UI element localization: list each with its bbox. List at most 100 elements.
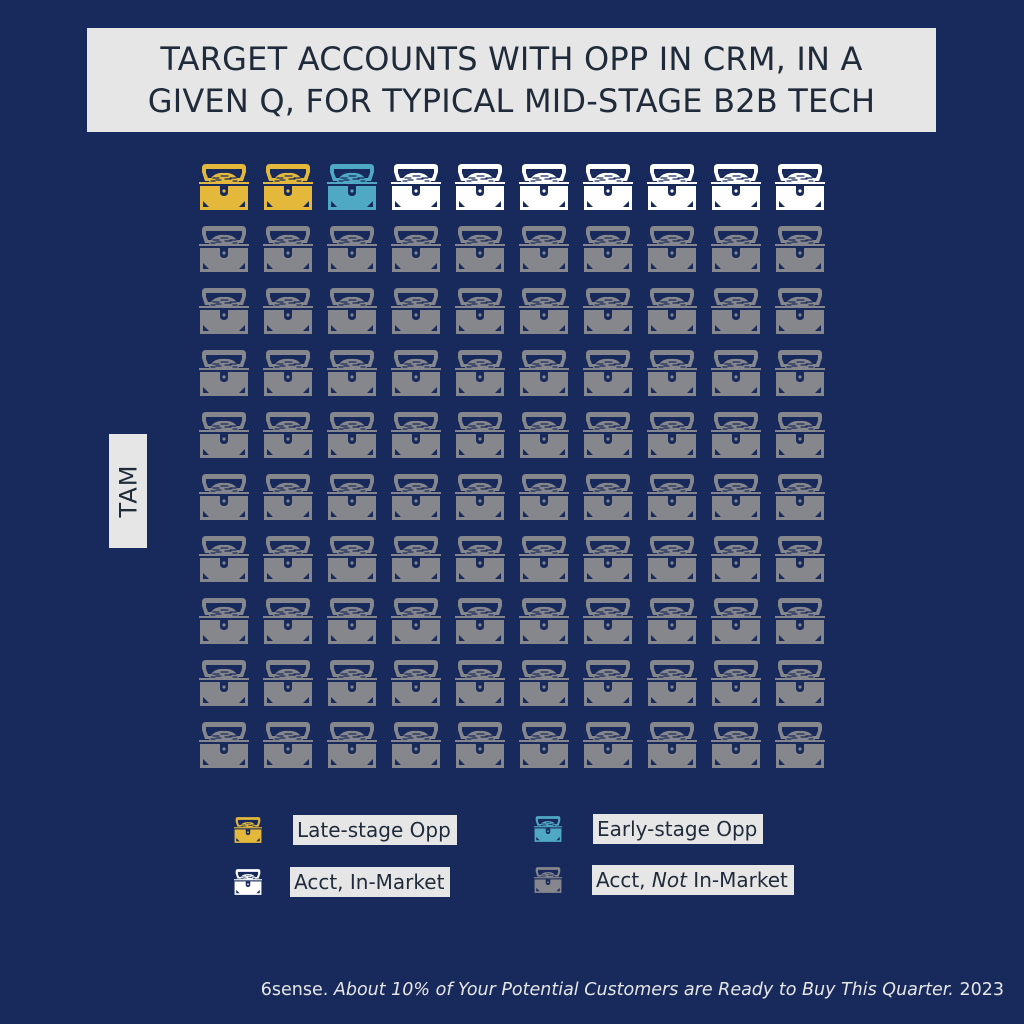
treasure-chest-icon bbox=[455, 164, 505, 210]
treasure-chest-icon bbox=[455, 226, 505, 272]
treasure-chest-icon bbox=[199, 536, 249, 582]
waffle-grid bbox=[199, 164, 825, 768]
treasure-chest-icon bbox=[327, 350, 377, 396]
treasure-chest-icon bbox=[199, 474, 249, 520]
treasure-chest-icon bbox=[583, 598, 633, 644]
treasure-chest-icon bbox=[775, 226, 825, 272]
treasure-chest-icon bbox=[711, 226, 761, 272]
source-org: 6sense. bbox=[260, 980, 329, 1000]
treasure-chest-icon bbox=[711, 288, 761, 334]
treasure-chest-icon bbox=[647, 536, 697, 582]
treasure-chest-icon bbox=[263, 660, 313, 706]
treasure-chest-icon bbox=[647, 288, 697, 334]
treasure-chest-icon bbox=[455, 598, 505, 644]
treasure-chest-icon bbox=[583, 164, 633, 210]
treasure-chest-icon bbox=[327, 598, 377, 644]
legend-label-in-market: Acct, In-Market bbox=[290, 867, 451, 897]
treasure-chest-icon bbox=[327, 660, 377, 706]
treasure-chest-icon bbox=[391, 598, 441, 644]
treasure-chest-icon bbox=[519, 226, 569, 272]
treasure-chest-icon bbox=[391, 412, 441, 458]
treasure-chest-icon bbox=[327, 164, 377, 210]
treasure-chest-icon bbox=[199, 288, 249, 334]
source-citation: 6sense. About 10% of Your Potential Cust… bbox=[261, 980, 1004, 1000]
treasure-chest-icon bbox=[327, 536, 377, 582]
treasure-chest-icon bbox=[534, 816, 562, 842]
treasure-chest-icon bbox=[775, 412, 825, 458]
treasure-chest-icon bbox=[775, 536, 825, 582]
treasure-chest-icon bbox=[263, 536, 313, 582]
treasure-chest-icon bbox=[519, 350, 569, 396]
source-year: 2023 bbox=[959, 980, 1004, 1000]
treasure-chest-icon bbox=[583, 350, 633, 396]
treasure-chest-icon bbox=[263, 598, 313, 644]
treasure-chest-icon bbox=[263, 412, 313, 458]
treasure-chest-icon bbox=[775, 288, 825, 334]
treasure-chest-icon bbox=[583, 226, 633, 272]
treasure-chest-icon bbox=[519, 660, 569, 706]
treasure-chest-icon bbox=[263, 350, 313, 396]
treasure-chest-icon bbox=[775, 598, 825, 644]
treasure-chest-icon bbox=[583, 288, 633, 334]
treasure-chest-icon bbox=[391, 226, 441, 272]
legend-item-early-stage: Early-stage Opp bbox=[534, 814, 764, 844]
treasure-chest-icon bbox=[647, 474, 697, 520]
chart-title-line-1: Target Accounts with Opp in CRM, in a bbox=[160, 40, 863, 78]
treasure-chest-icon bbox=[647, 722, 697, 768]
treasure-chest-icon bbox=[199, 226, 249, 272]
treasure-chest-icon bbox=[391, 536, 441, 582]
treasure-chest-icon bbox=[711, 474, 761, 520]
treasure-chest-icon bbox=[583, 660, 633, 706]
treasure-chest-icon bbox=[711, 350, 761, 396]
treasure-chest-icon bbox=[775, 350, 825, 396]
treasure-chest-icon bbox=[534, 867, 562, 893]
legend-item-not-in-market: Acct, Not In-Market bbox=[534, 865, 794, 895]
treasure-chest-icon bbox=[199, 660, 249, 706]
treasure-chest-icon bbox=[711, 412, 761, 458]
treasure-chest-icon bbox=[327, 412, 377, 458]
treasure-chest-icon bbox=[391, 350, 441, 396]
treasure-chest-icon bbox=[647, 412, 697, 458]
treasure-chest-icon bbox=[583, 536, 633, 582]
treasure-chest-icon bbox=[519, 164, 569, 210]
treasure-chest-icon bbox=[455, 722, 505, 768]
treasure-chest-icon bbox=[199, 722, 249, 768]
treasure-chest-icon bbox=[263, 164, 313, 210]
treasure-chest-icon bbox=[199, 412, 249, 458]
treasure-chest-icon bbox=[199, 164, 249, 210]
treasure-chest-icon bbox=[234, 869, 262, 895]
treasure-chest-icon bbox=[775, 660, 825, 706]
treasure-chest-icon bbox=[647, 226, 697, 272]
treasure-chest-icon bbox=[775, 164, 825, 210]
legend-label-late-stage: Late-stage Opp bbox=[293, 815, 457, 845]
treasure-chest-icon bbox=[199, 598, 249, 644]
treasure-chest-icon bbox=[391, 474, 441, 520]
legend-label-not-in-market: Acct, Not In-Market bbox=[592, 865, 794, 895]
legend-item-late-stage: Late-stage Opp bbox=[234, 815, 457, 845]
chart-title: Target Accounts with Opp in CRM, in a Gi… bbox=[87, 28, 936, 132]
treasure-chest-icon bbox=[234, 817, 262, 843]
legend-label-early-stage: Early-stage Opp bbox=[593, 814, 764, 844]
treasure-chest-icon bbox=[327, 226, 377, 272]
treasure-chest-icon bbox=[455, 660, 505, 706]
treasure-chest-icon bbox=[647, 164, 697, 210]
treasure-chest-icon bbox=[327, 722, 377, 768]
treasure-chest-icon bbox=[711, 598, 761, 644]
treasure-chest-icon bbox=[583, 722, 633, 768]
treasure-chest-icon bbox=[455, 350, 505, 396]
treasure-chest-icon bbox=[583, 412, 633, 458]
treasure-chest-icon bbox=[391, 660, 441, 706]
legend-item-in-market: Acct, In-Market bbox=[234, 867, 451, 897]
treasure-chest-icon bbox=[647, 598, 697, 644]
treasure-chest-icon bbox=[519, 288, 569, 334]
chart-title-line-2: Given Q, for Typical Mid-Stage B2B Tech bbox=[147, 82, 876, 120]
treasure-chest-icon bbox=[711, 164, 761, 210]
treasure-chest-icon bbox=[455, 412, 505, 458]
treasure-chest-icon bbox=[263, 226, 313, 272]
treasure-chest-icon bbox=[455, 288, 505, 334]
treasure-chest-icon bbox=[519, 722, 569, 768]
treasure-chest-icon bbox=[455, 474, 505, 520]
treasure-chest-icon bbox=[327, 474, 377, 520]
treasure-chest-icon bbox=[583, 474, 633, 520]
treasure-chest-icon bbox=[647, 350, 697, 396]
